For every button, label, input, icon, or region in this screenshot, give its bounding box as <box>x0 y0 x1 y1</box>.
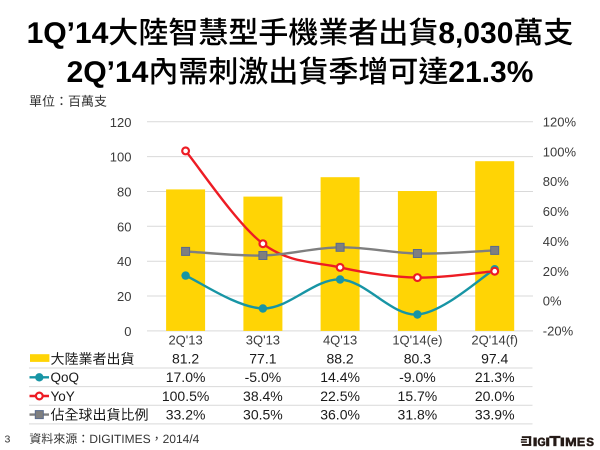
svg-text:15.7%: 15.7% <box>398 388 438 404</box>
svg-text:21.3%: 21.3% <box>475 369 515 385</box>
svg-text:40%: 40% <box>543 234 569 249</box>
svg-text:38.4%: 38.4% <box>243 388 283 404</box>
svg-text:36.0%: 36.0% <box>320 406 360 422</box>
svg-text:88.2: 88.2 <box>326 351 353 367</box>
svg-text:4Q'13: 4Q'13 <box>323 332 357 347</box>
svg-text:100.5%: 100.5% <box>162 388 209 404</box>
svg-text:97.4: 97.4 <box>481 351 508 367</box>
svg-text:60: 60 <box>117 219 131 234</box>
svg-text:31.8%: 31.8% <box>398 406 438 422</box>
svg-text:80: 80 <box>117 185 131 200</box>
svg-text:0%: 0% <box>543 294 562 309</box>
svg-text:100: 100 <box>110 150 132 165</box>
svg-text:60%: 60% <box>543 204 569 219</box>
svg-text:81.2: 81.2 <box>172 351 199 367</box>
svg-text:20%: 20% <box>543 264 569 279</box>
svg-text:100%: 100% <box>543 144 577 159</box>
svg-text:33.9%: 33.9% <box>475 406 515 422</box>
svg-text:20.0%: 20.0% <box>475 388 515 404</box>
svg-text:2Q'13: 2Q'13 <box>168 332 202 347</box>
svg-text:80%: 80% <box>543 174 569 189</box>
svg-text:77.1: 77.1 <box>249 351 276 367</box>
svg-text:2Q'14(f): 2Q'14(f) <box>471 332 518 347</box>
svg-text:0: 0 <box>124 324 131 339</box>
svg-text:-5.0%: -5.0% <box>245 369 282 385</box>
svg-text:1Q'14(e): 1Q'14(e) <box>392 332 442 347</box>
svg-text:33.2%: 33.2% <box>166 406 206 422</box>
svg-text:14.4%: 14.4% <box>320 369 360 385</box>
svg-text:3Q'13: 3Q'13 <box>246 332 280 347</box>
svg-text:120%: 120% <box>543 114 577 129</box>
svg-text:40: 40 <box>117 254 131 269</box>
svg-text:80.3: 80.3 <box>404 351 431 367</box>
svg-text:30.5%: 30.5% <box>243 406 283 422</box>
svg-text:-9.0%: -9.0% <box>399 369 436 385</box>
svg-text:3: 3 <box>5 434 11 446</box>
svg-text:22.5%: 22.5% <box>320 388 360 404</box>
svg-text:20: 20 <box>117 289 131 304</box>
svg-text:-20%: -20% <box>543 324 574 339</box>
svg-text:17.0%: 17.0% <box>166 369 206 385</box>
svg-text:120: 120 <box>110 115 132 130</box>
svg-text:QoQ: QoQ <box>51 370 80 385</box>
svg-text:YoY: YoY <box>51 389 75 404</box>
